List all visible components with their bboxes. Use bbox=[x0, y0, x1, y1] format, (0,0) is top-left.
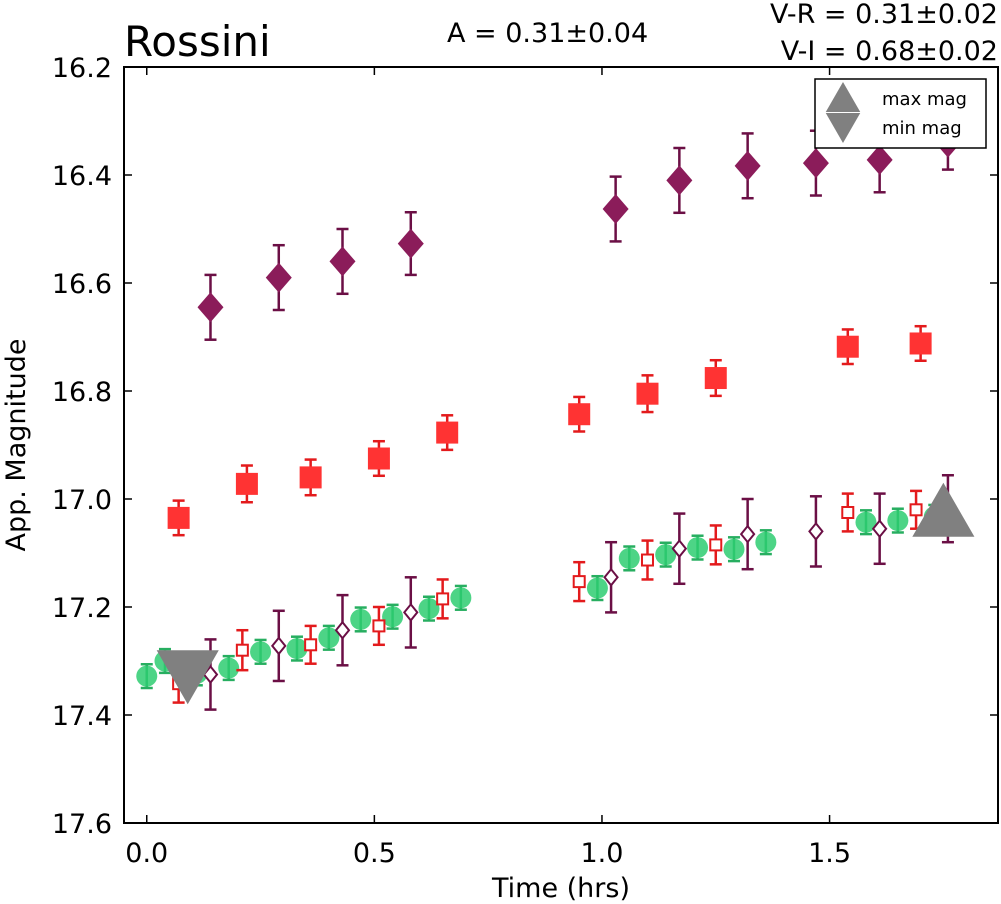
series-1 bbox=[167, 324, 932, 537]
y-axis-label: App. Magnitude bbox=[1, 339, 32, 552]
y-tick-label: 16.6 bbox=[52, 269, 112, 300]
data-point bbox=[687, 537, 709, 559]
x-axis-label: Time (hrs) bbox=[491, 873, 630, 904]
legend-label: max mag bbox=[882, 89, 967, 110]
data-point bbox=[436, 421, 459, 444]
data-point bbox=[304, 638, 318, 652]
amplitude-annotation: A = 0.31±0.04 bbox=[447, 18, 648, 49]
data-point bbox=[618, 547, 640, 569]
data-point bbox=[235, 472, 258, 495]
data-point bbox=[887, 510, 909, 532]
min-mag-marker bbox=[156, 650, 219, 705]
y-tick-label: 17.6 bbox=[52, 809, 112, 840]
data-point bbox=[299, 466, 322, 489]
data-point bbox=[286, 638, 308, 660]
data-point bbox=[568, 403, 591, 426]
series-3 bbox=[172, 489, 923, 704]
x-tick-label: 1.0 bbox=[580, 838, 623, 869]
data-point bbox=[723, 538, 745, 560]
data-point bbox=[603, 567, 619, 587]
plot-frame bbox=[123, 66, 999, 824]
y-tick-label: 16.2 bbox=[52, 53, 112, 84]
data-point bbox=[739, 524, 756, 544]
data-point bbox=[436, 592, 450, 606]
data-point bbox=[197, 292, 224, 323]
series-4 bbox=[202, 473, 956, 711]
data-point bbox=[734, 150, 761, 181]
data-point bbox=[841, 506, 855, 519]
x-axis-ticks: 0.0 0.5 1.0 1.5 bbox=[125, 67, 851, 869]
data-point bbox=[871, 519, 888, 539]
data-point bbox=[167, 506, 190, 529]
data-point bbox=[402, 602, 419, 622]
data-point bbox=[866, 144, 893, 175]
x-tick-label: 0.0 bbox=[125, 838, 168, 869]
data-point bbox=[250, 641, 272, 663]
data-point bbox=[382, 606, 404, 628]
chart-title: Rossini bbox=[124, 17, 271, 66]
legend-marker-down bbox=[825, 113, 861, 143]
data-point bbox=[808, 521, 824, 541]
y-tick-label: 17.4 bbox=[52, 701, 112, 732]
data-point bbox=[318, 627, 340, 649]
data-point bbox=[636, 382, 659, 405]
data-point bbox=[235, 643, 249, 657]
data-point bbox=[704, 367, 727, 390]
data-point bbox=[372, 619, 386, 633]
x-tick-label: 0.5 bbox=[353, 838, 396, 869]
data-point bbox=[655, 544, 677, 566]
data-point bbox=[334, 620, 351, 640]
data-point bbox=[855, 511, 877, 533]
y-axis-ticks: 16.2 16.4 16.6 16.8 17.0 17.2 17.4 17.6 bbox=[52, 53, 998, 840]
data-point bbox=[136, 665, 158, 687]
series-0 bbox=[197, 114, 961, 341]
v-i-annotation: V-I = 0.68±0.02 bbox=[781, 36, 998, 67]
data-point bbox=[836, 335, 859, 358]
data-point bbox=[586, 577, 608, 599]
data-point bbox=[418, 598, 440, 620]
y-tick-label: 17.2 bbox=[52, 593, 112, 624]
data-point bbox=[218, 657, 240, 679]
data-point bbox=[666, 165, 693, 196]
y-tick-label: 16.4 bbox=[52, 161, 112, 192]
data-point bbox=[350, 608, 372, 630]
data-point bbox=[709, 538, 723, 552]
data-point bbox=[397, 228, 424, 259]
legend-entries: max mag min mag bbox=[825, 82, 967, 143]
legend: max mag min mag bbox=[814, 78, 987, 149]
legend-marker-up bbox=[825, 82, 861, 112]
data-point bbox=[367, 447, 390, 470]
data-point bbox=[640, 553, 654, 567]
legend-label: min mag bbox=[882, 118, 962, 139]
plot-area bbox=[136, 114, 975, 711]
data-point bbox=[572, 575, 586, 589]
data-point bbox=[755, 531, 777, 553]
data-point bbox=[450, 587, 472, 609]
v-r-annotation: V-R = 0.31±0.02 bbox=[770, 0, 998, 30]
data-point bbox=[671, 539, 688, 559]
y-tick-label: 16.8 bbox=[52, 377, 112, 408]
series-2 bbox=[136, 503, 945, 690]
x-tick-label: 1.5 bbox=[808, 838, 851, 869]
max-mag-marker bbox=[912, 482, 975, 537]
data-point bbox=[802, 148, 829, 179]
data-point bbox=[909, 332, 932, 355]
data-point bbox=[265, 262, 292, 293]
data-point bbox=[602, 194, 629, 225]
data-point bbox=[909, 503, 923, 517]
data-point bbox=[329, 246, 356, 277]
y-tick-label: 17.0 bbox=[52, 485, 112, 516]
data-point bbox=[270, 636, 287, 656]
